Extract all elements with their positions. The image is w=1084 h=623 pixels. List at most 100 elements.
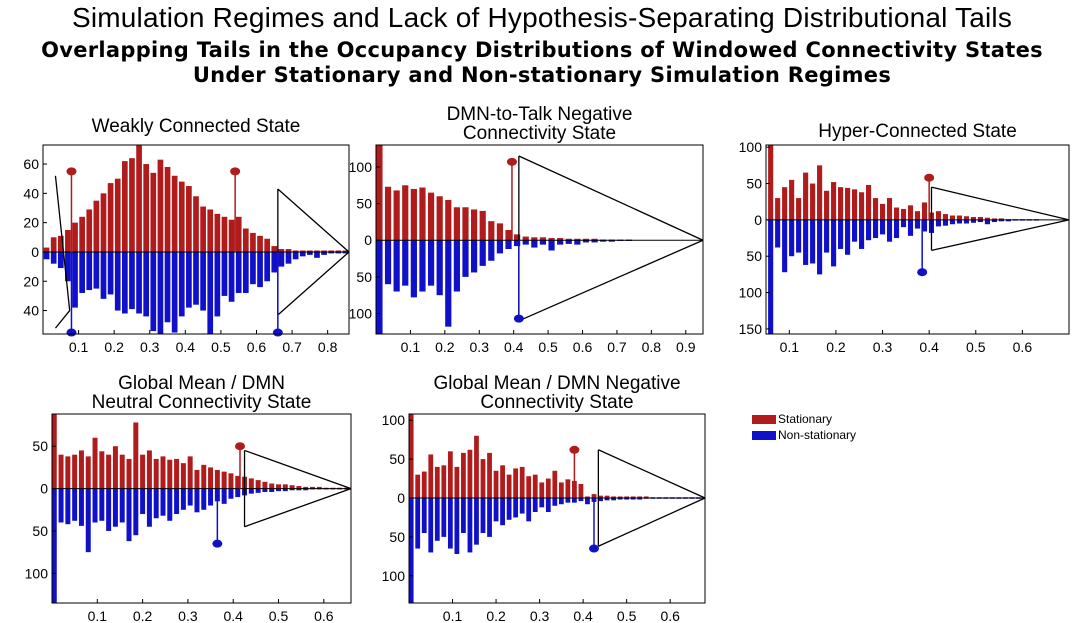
chart-4-bar-nonstationary	[480, 498, 486, 533]
chart-3-bar-nonstationary	[160, 488, 166, 516]
chart-0-bar-nonstationary	[264, 251, 271, 282]
chart-0-bar-nonstationary	[136, 251, 142, 314]
chart-0-bar-nonstationary	[292, 251, 299, 260]
chart-3-bar-stationary	[235, 475, 241, 489]
chart-1-frame	[375, 144, 704, 335]
chart-1-ytick-label: 0	[364, 232, 372, 248]
chart-4-bar-nonstationary	[461, 498, 466, 533]
chart-4-bar-stationary	[519, 466, 525, 498]
chart-4-bar-nonstationary	[447, 498, 453, 549]
chart-3-bar-nonstationary	[65, 488, 71, 525]
chart-1-xtick-label: 0.8	[642, 339, 662, 355]
chart-1-bar-stationary	[419, 187, 426, 241]
chart-2-bar-nonstationary	[768, 219, 774, 334]
chart-4-xtick-label: 0.5	[617, 608, 637, 623]
chart-1-bar-nonstationary	[574, 240, 581, 245]
chart-1-xtick-label: 0.6	[573, 339, 593, 355]
chart-0-bar-nonstationary	[235, 251, 242, 293]
chart-4-ytick-label: 100	[382, 568, 406, 584]
chart-3-ytick-label: 100	[25, 565, 49, 581]
chart-2-bar-nonstationary	[810, 219, 816, 264]
chart-3-tail-line	[244, 487, 352, 528]
chart-2-bar-stationary	[782, 187, 788, 220]
chart-3-bar-stationary	[282, 484, 288, 489]
chart-4-bar-stationary	[624, 496, 630, 498]
chart-3-bar-nonstationary	[167, 488, 173, 521]
chart-0-xtick-label: 0.2	[104, 339, 124, 355]
chart-4-bar-stationary	[585, 496, 590, 498]
figure-subtitle-line1: Overlapping Tails in the Occupancy Distr…	[41, 38, 1043, 62]
chart-1-bar-stationary	[384, 186, 392, 241]
chart-4-bar-stationary	[558, 482, 564, 498]
chart-4-bar-nonstationary	[428, 498, 434, 553]
chart-1-bar-stationary	[591, 238, 598, 241]
chart-0-ytick-label: 40	[23, 185, 39, 201]
chart-3-xtick-label: 0.1	[88, 608, 108, 623]
chart-0-ytick-label: 40	[23, 303, 39, 319]
chart-0-bar-nonstationary	[43, 251, 50, 260]
chart-3-bar-nonstationary	[276, 488, 282, 492]
chart-2-bar-nonstationary	[921, 219, 928, 232]
chart-3-bar-stationary	[58, 454, 64, 489]
chart-1-title: DMN-to-Talk Negative	[447, 104, 633, 125]
chart-2-bar-nonstationary	[872, 219, 879, 239]
chart-3-stem-marker-stationary	[235, 442, 246, 451]
chart-0-bar-stationary	[171, 175, 178, 252]
chart-0-stem-marker-stationary	[230, 167, 241, 176]
chart-3-bar-nonstationary	[269, 488, 275, 492]
chart-0-bar-nonstationary	[57, 251, 64, 269]
chart-2-xtick-label: 0.6	[1013, 339, 1033, 355]
chart-4-bar-stationary	[630, 496, 636, 498]
chart-3-bar-stationary	[310, 486, 315, 489]
chart-2-xtick-label: 0.3	[873, 339, 893, 355]
chart-0-stem-marker-nonstationary	[66, 328, 77, 337]
chart-2-bar-nonstationary	[865, 219, 872, 241]
chart-2-bar-stationary	[991, 218, 997, 220]
chart-0-bar-nonstationary	[221, 251, 228, 296]
chart-3-bar-nonstationary	[255, 488, 261, 493]
chart-2-bar-nonstationary	[935, 219, 942, 227]
chart-2-bar-nonstationary	[998, 219, 1004, 222]
chart-3-xtick-label: 0.6	[314, 608, 334, 623]
chart-2-bar-stationary	[789, 179, 795, 220]
chart-4-bar-stationary	[604, 495, 610, 498]
chart-4-bar-nonstationary	[630, 498, 636, 500]
chart-3-bar-stationary	[167, 459, 173, 489]
chart-4-bar-nonstationary	[565, 498, 571, 503]
chart-4-bar-stationary	[552, 470, 558, 498]
chart-3-bar-stationary	[160, 456, 166, 489]
chart-4-bar-nonstationary	[578, 498, 584, 502]
chart-4-xtick-label: 0.4	[573, 608, 593, 623]
chart-2-bar-stationary	[921, 202, 928, 220]
chart-3-bar-stationary	[276, 484, 282, 489]
chart-1-ytick-label: 50	[356, 269, 372, 285]
chart-0-bar-stationary	[65, 229, 71, 252]
chart-2-bar-nonstationary	[914, 219, 921, 229]
chart-0-bar-stationary	[214, 213, 221, 252]
chart-0-bar-stationary	[107, 183, 114, 252]
chart-2-bar-nonstationary	[838, 219, 844, 249]
chart-2-ytick-label: 50	[746, 176, 762, 192]
chart-3-bar-stationary	[214, 469, 220, 489]
chart-0-bar-nonstationary	[314, 251, 320, 258]
chart-0-tail-line	[277, 188, 350, 253]
legend-label-nonstationary: Non-stationary	[778, 428, 857, 442]
chart-1-xtick-label: 0.3	[470, 339, 490, 355]
chart-0-bar-stationary	[292, 250, 299, 252]
chart-4-bar-nonstationary	[604, 498, 610, 501]
chart-3-ytick-label: 50	[32, 438, 48, 454]
chart-3-bar-nonstationary	[106, 488, 112, 531]
chart-4-bar-nonstationary	[532, 498, 538, 512]
chart-1-bar-stationary	[565, 238, 572, 241]
chart-2-bar-stationary	[872, 198, 879, 220]
chart-1-bar-stationary	[505, 229, 512, 241]
chart-1-bar-nonstationary	[505, 240, 512, 250]
chart-1-bar-nonstationary	[488, 240, 495, 261]
chart-4-bar-stationary	[415, 474, 421, 498]
chart-4-bar-nonstationary	[493, 498, 499, 522]
chart-0-stem-marker-stationary	[66, 167, 77, 176]
chart-3-ytick-label: 0	[40, 481, 48, 497]
chart-4-bar-stationary	[513, 468, 519, 498]
legend-nonstationary: Non-stationary	[752, 428, 856, 442]
chart-3-bar-stationary	[106, 454, 112, 489]
